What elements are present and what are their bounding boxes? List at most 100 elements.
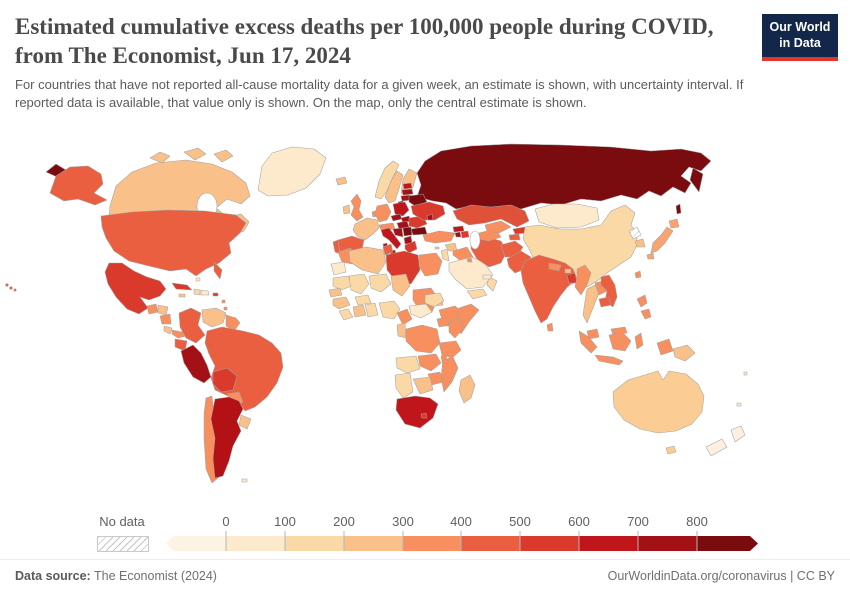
country-honduras[interactable] bbox=[157, 304, 169, 316]
country-south-africa[interactable] bbox=[395, 395, 439, 429]
country-peru[interactable] bbox=[180, 344, 212, 384]
legend-bin-300-400[interactable] bbox=[403, 536, 461, 551]
country-angola[interactable] bbox=[395, 355, 421, 374]
country-falkland-islands[interactable] bbox=[241, 478, 248, 483]
country-georgia[interactable] bbox=[452, 225, 465, 233]
country-argentina[interactable] bbox=[210, 396, 244, 479]
country-usa-alaska[interactable] bbox=[49, 165, 108, 206]
country-dominican-republic[interactable] bbox=[200, 289, 210, 296]
legend-no-data-swatch[interactable] bbox=[97, 536, 149, 552]
country-tajikistan[interactable] bbox=[508, 233, 521, 241]
country-new-zealand-north[interactable] bbox=[730, 425, 746, 443]
country-usa-hawaii-2[interactable] bbox=[9, 286, 13, 290]
country-nicaragua[interactable] bbox=[159, 313, 172, 325]
country-ghana-togo-benin[interactable] bbox=[364, 302, 379, 318]
country-moldova[interactable] bbox=[426, 213, 434, 221]
country-canada-baffin[interactable] bbox=[213, 149, 234, 163]
country-russia-sakhalin[interactable] bbox=[675, 203, 682, 215]
country-japan-hokkaido[interactable] bbox=[668, 218, 680, 229]
country-mozambique[interactable] bbox=[440, 356, 459, 393]
country-tanzania[interactable] bbox=[438, 340, 462, 359]
country-ireland[interactable] bbox=[342, 204, 351, 215]
country-italy[interactable] bbox=[380, 227, 402, 250]
credit-link[interactable]: OurWorldinData.org/coronavirus | CC BY bbox=[607, 569, 835, 583]
country-sierra-leone-liberia[interactable] bbox=[338, 308, 354, 321]
country-kuwait[interactable] bbox=[466, 257, 473, 263]
country-pacific-islands-2[interactable] bbox=[743, 371, 748, 376]
country-kenya[interactable] bbox=[448, 317, 465, 339]
legend-bin-above-800[interactable] bbox=[697, 536, 758, 551]
country-uae-qatar[interactable] bbox=[482, 274, 492, 280]
country-uganda[interactable] bbox=[436, 316, 450, 328]
country-nigeria[interactable] bbox=[378, 300, 401, 320]
country-vietnam[interactable] bbox=[600, 274, 618, 308]
legend-bin-0-100[interactable] bbox=[226, 536, 285, 551]
country-australia[interactable] bbox=[612, 370, 705, 434]
country-algeria[interactable] bbox=[348, 246, 387, 275]
country-lesotho[interactable] bbox=[420, 412, 428, 419]
country-uzbekistan[interactable] bbox=[484, 220, 512, 234]
country-tunisia[interactable] bbox=[382, 243, 394, 256]
country-pacific-islands-1[interactable] bbox=[736, 402, 742, 407]
country-usa[interactable] bbox=[100, 209, 247, 277]
country-estonia[interactable] bbox=[402, 182, 413, 190]
country-lesser-antilles-2[interactable] bbox=[223, 306, 228, 311]
country-indonesia-papua[interactable] bbox=[656, 338, 674, 356]
country-cuba[interactable] bbox=[171, 282, 193, 291]
country-bahamas[interactable] bbox=[195, 277, 201, 282]
country-jamaica[interactable] bbox=[178, 293, 186, 298]
country-poland[interactable] bbox=[392, 201, 410, 217]
country-madagascar[interactable] bbox=[458, 374, 476, 404]
legend-bin-700-800[interactable] bbox=[638, 536, 697, 551]
country-germany[interactable] bbox=[374, 203, 392, 223]
country-sri-lanka[interactable] bbox=[546, 322, 554, 332]
country-cameroon[interactable] bbox=[396, 308, 413, 326]
country-yemen[interactable] bbox=[466, 288, 488, 300]
country-south-sudan[interactable] bbox=[424, 292, 445, 308]
country-greece[interactable] bbox=[404, 240, 418, 254]
country-usa-hawaii-1[interactable] bbox=[5, 283, 9, 287]
country-niger[interactable] bbox=[368, 273, 392, 293]
country-armenia[interactable] bbox=[454, 231, 462, 238]
country-mexico[interactable] bbox=[104, 262, 167, 315]
country-usa-hawaii-3[interactable] bbox=[13, 288, 17, 292]
country-bolivia[interactable] bbox=[212, 367, 238, 393]
country-north-korea[interactable] bbox=[628, 226, 642, 240]
country-czechia[interactable] bbox=[390, 213, 403, 222]
country-russia[interactable] bbox=[416, 143, 712, 212]
country-mauritania[interactable] bbox=[332, 275, 353, 291]
country-south-korea[interactable] bbox=[634, 238, 646, 248]
country-kazakhstan[interactable] bbox=[452, 204, 530, 228]
country-greenland[interactable] bbox=[257, 146, 327, 197]
country-philippines-luzon[interactable] bbox=[636, 294, 648, 308]
country-zambia[interactable] bbox=[417, 353, 442, 372]
country-uruguay[interactable] bbox=[238, 414, 252, 430]
country-cyprus[interactable] bbox=[434, 246, 440, 250]
country-guatemala[interactable] bbox=[146, 303, 159, 315]
country-indonesia-java[interactable] bbox=[594, 354, 624, 366]
country-venezuela[interactable] bbox=[201, 307, 227, 328]
country-indonesia-sumatra[interactable] bbox=[578, 330, 598, 354]
country-thailand[interactable] bbox=[582, 284, 600, 324]
legend-bin-500-600[interactable] bbox=[520, 536, 579, 551]
country-chad[interactable] bbox=[390, 273, 411, 297]
country-japan-honshu[interactable] bbox=[650, 226, 674, 254]
country-sweden[interactable] bbox=[384, 170, 404, 204]
country-drc[interactable] bbox=[405, 324, 441, 354]
country-bulgaria[interactable] bbox=[410, 226, 428, 236]
choropleth-world-map[interactable] bbox=[5, 143, 748, 484]
country-ivory-coast[interactable] bbox=[352, 304, 367, 318]
country-costa-rica[interactable] bbox=[163, 325, 173, 335]
legend-color-bar[interactable] bbox=[166, 531, 758, 551]
country-france[interactable] bbox=[352, 217, 380, 241]
country-bhutan[interactable] bbox=[564, 268, 572, 274]
legend-bin-200-300[interactable] bbox=[344, 536, 403, 551]
data-source-value[interactable]: The Economist (2024) bbox=[93, 569, 217, 583]
country-western-sahara[interactable] bbox=[330, 261, 347, 276]
country-papua-new-guinea[interactable] bbox=[672, 344, 696, 362]
country-iceland[interactable] bbox=[335, 176, 348, 186]
country-egypt[interactable] bbox=[418, 252, 443, 277]
country-saudi-arabia[interactable] bbox=[448, 256, 494, 290]
country-botswana[interactable] bbox=[412, 376, 434, 395]
